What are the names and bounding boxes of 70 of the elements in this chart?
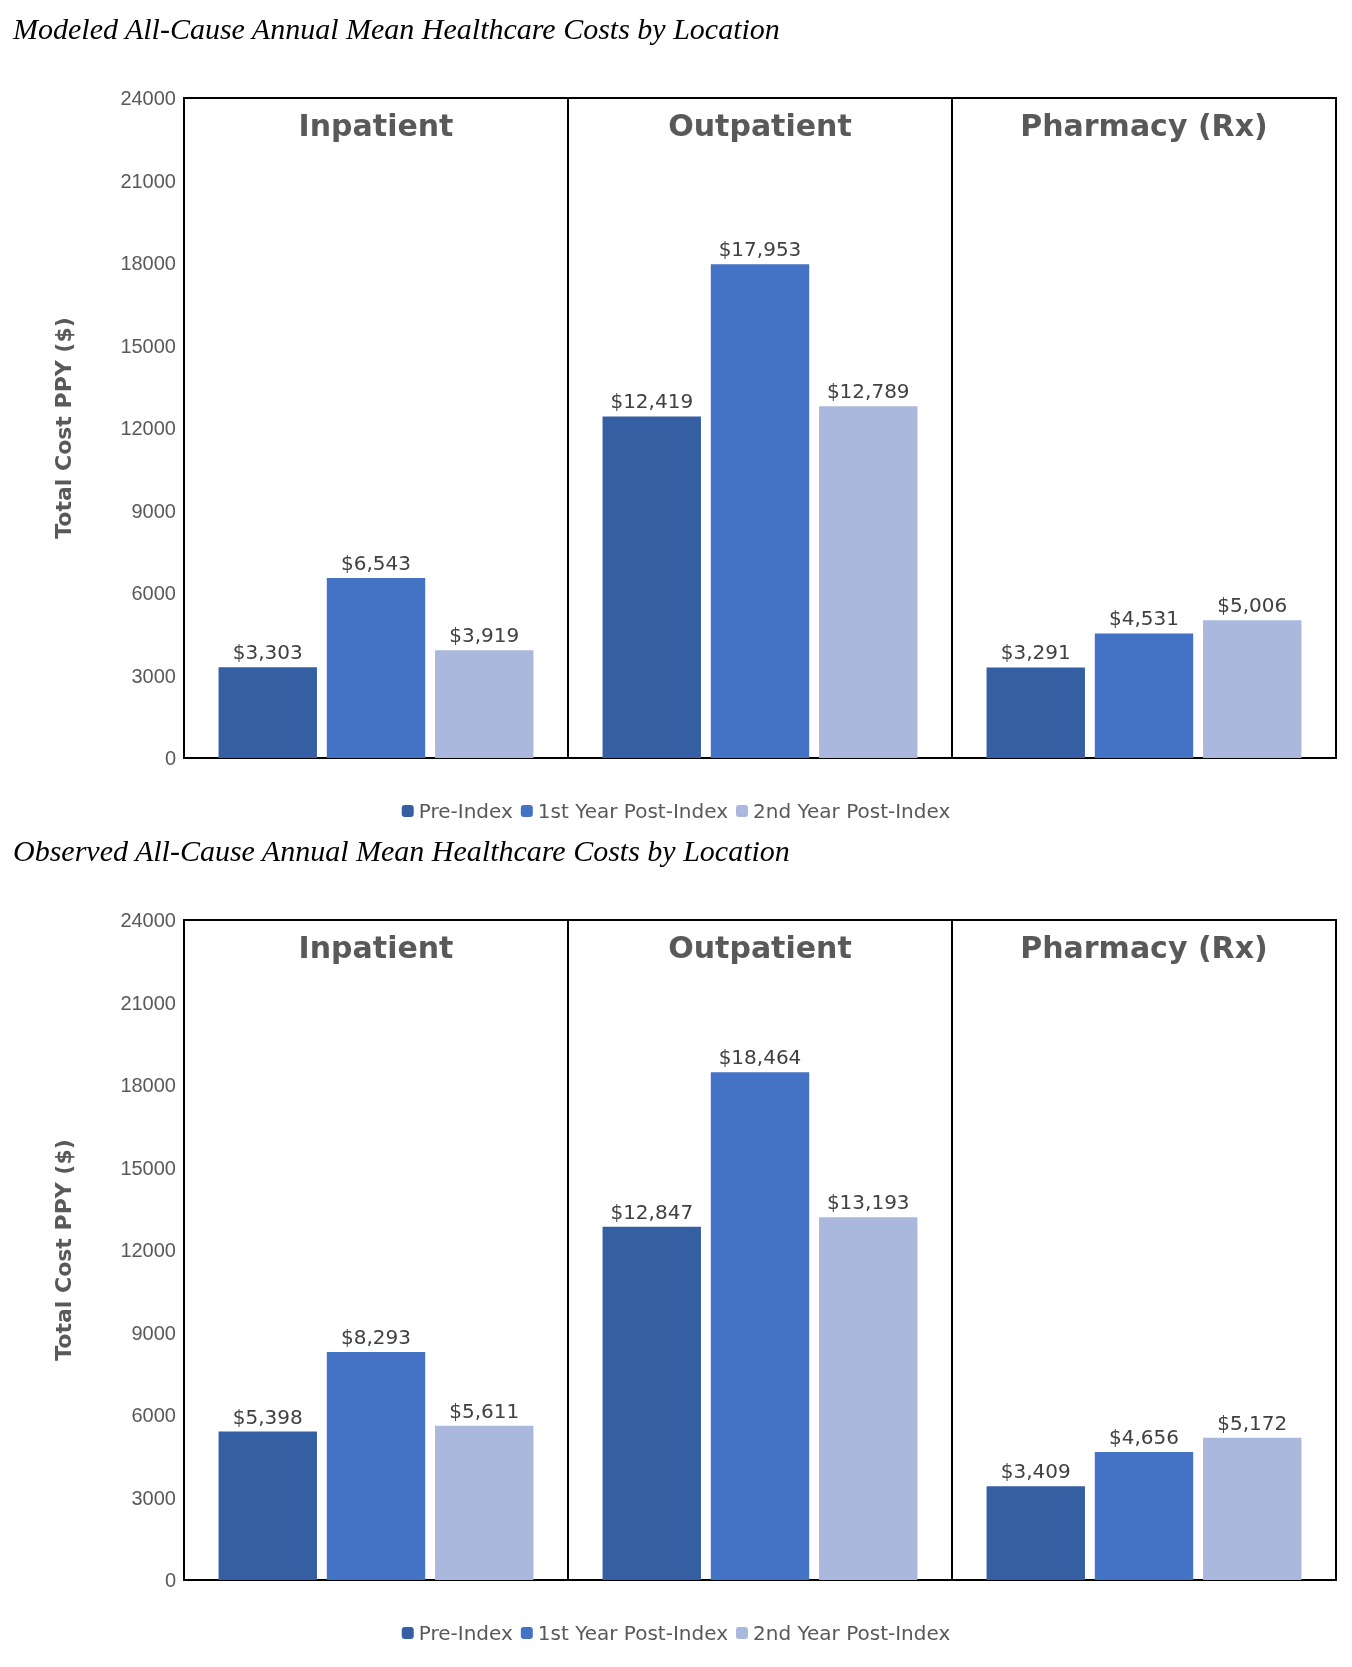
bar	[218, 1431, 317, 1580]
x-tick-label: Outpatient	[668, 107, 852, 143]
data-label: $6,543	[341, 551, 411, 576]
bar	[602, 1226, 701, 1580]
data-label: $8,293	[341, 1324, 411, 1349]
legend-label: 1st Year Post-Index	[537, 1621, 729, 1645]
data-label: $5,398	[232, 1404, 303, 1429]
y-tick-label: 15000	[120, 1156, 176, 1179]
data-label: $5,172	[1217, 1410, 1288, 1435]
legend-label: 2nd Year Post-Index	[752, 1621, 951, 1645]
bar	[435, 1425, 534, 1580]
bar	[435, 650, 534, 758]
y-tick-label: 18000	[120, 252, 176, 274]
x-tick-label: Inpatient	[298, 929, 454, 965]
y-tick-label: 3000	[131, 1486, 176, 1509]
legend-label: 2nd Year Post-Index	[752, 799, 951, 823]
x-tick-label: Outpatient	[668, 929, 852, 965]
data-label: $3,919	[449, 623, 520, 648]
bar	[819, 406, 918, 758]
y-tick-label: 15000	[120, 334, 176, 357]
y-tick-label: 24000	[120, 909, 176, 931]
x-tick-label: Pharmacy (Rx)	[1020, 929, 1268, 965]
data-label: $12,847	[610, 1199, 694, 1224]
y-tick-label: 9000	[131, 499, 176, 522]
bar	[326, 1351, 426, 1580]
data-label: $5,006	[1217, 593, 1288, 618]
y-axis-title: Total Cost PPY ($)	[50, 317, 76, 539]
bar	[819, 1217, 918, 1580]
bar	[1203, 620, 1302, 758]
bar	[710, 1072, 810, 1580]
data-label: $3,409	[1000, 1459, 1071, 1484]
bar	[986, 667, 1085, 758]
y-tick-label: 18000	[120, 1074, 176, 1096]
bar	[326, 578, 426, 758]
y-tick-label: 9000	[131, 1321, 176, 1344]
y-tick-label: 12000	[120, 1239, 176, 1261]
y-tick-label: 3000	[131, 664, 176, 687]
y-tick-label: 0	[164, 1569, 176, 1591]
y-tick-label: 6000	[131, 582, 176, 604]
data-label: $18,464	[718, 1045, 802, 1070]
bar	[710, 264, 810, 758]
legend-label: Pre-Index	[418, 1621, 513, 1645]
data-label: $3,303	[232, 640, 303, 665]
y-tick-label: 24000	[120, 87, 176, 109]
data-label: $3,291	[1000, 640, 1071, 665]
bar	[1203, 1437, 1302, 1580]
data-label: $4,656	[1109, 1424, 1179, 1449]
y-tick-label: 21000	[120, 169, 176, 192]
bar	[602, 416, 701, 758]
bar	[218, 667, 317, 758]
y-tick-label: 21000	[120, 991, 176, 1014]
bar	[986, 1486, 1085, 1580]
bar	[1094, 1451, 1194, 1580]
data-label: $5,611	[449, 1398, 520, 1423]
chart-title: Observed All-Cause Annual Mean Healthcare Costs by Location	[13, 833, 790, 867]
chart-title: Modeled All-Cause Annual Mean Healthcare Costs by Location	[12, 11, 780, 45]
legend-label: Pre-Index	[418, 799, 513, 823]
legend-label: 1st Year Post-Index	[537, 799, 729, 823]
y-tick-label: 0	[164, 747, 176, 769]
y-axis-title: Total Cost PPY ($)	[50, 1139, 76, 1361]
data-label: $12,419	[610, 389, 694, 414]
bar	[1094, 633, 1194, 758]
data-label: $4,531	[1109, 606, 1179, 631]
x-tick-label: Inpatient	[298, 107, 454, 143]
data-label: $12,789	[826, 379, 910, 404]
data-label: $17,953	[718, 237, 802, 262]
y-tick-label: 12000	[120, 417, 176, 439]
y-tick-label: 6000	[131, 1404, 176, 1426]
x-tick-label: Pharmacy (Rx)	[1020, 107, 1268, 143]
data-label: $13,193	[826, 1190, 910, 1215]
